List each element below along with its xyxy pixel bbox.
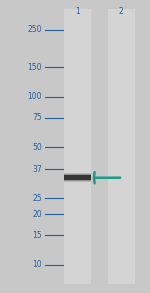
Text: 25: 25	[32, 193, 42, 202]
Bar	[64, 175, 91, 180]
Text: 150: 150	[27, 63, 42, 71]
Text: 15: 15	[32, 231, 42, 240]
Bar	[64, 173, 91, 183]
Bar	[64, 9, 91, 284]
Text: 2: 2	[118, 7, 123, 16]
Text: 50: 50	[32, 143, 42, 152]
Text: 20: 20	[32, 210, 42, 219]
Text: 100: 100	[27, 92, 42, 101]
Bar	[64, 175, 91, 180]
Text: 10: 10	[32, 260, 42, 270]
Text: 37: 37	[32, 165, 42, 174]
Text: 75: 75	[32, 113, 42, 122]
Text: 1: 1	[75, 7, 80, 16]
Text: 250: 250	[27, 25, 42, 34]
Bar	[108, 9, 135, 284]
Bar	[64, 174, 91, 181]
